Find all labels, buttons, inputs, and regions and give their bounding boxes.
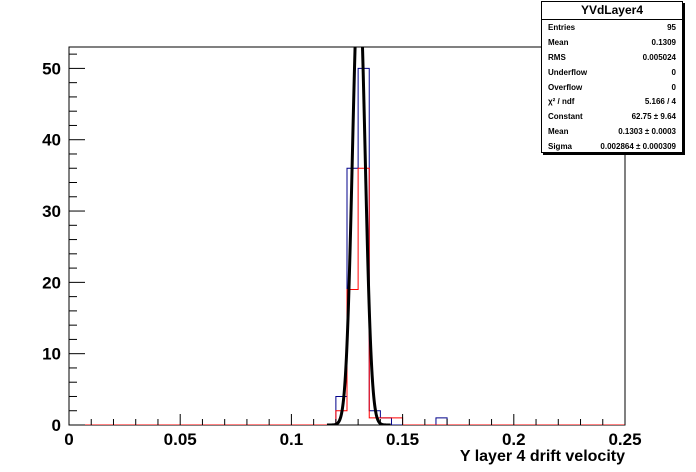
stats-row-constant: Constant 62.75 ± 9.64 bbox=[542, 109, 682, 124]
stats-title: YVdLayer4 bbox=[542, 2, 682, 20]
y-tick-label: 40 bbox=[42, 131, 61, 150]
y-tick-label: 30 bbox=[42, 202, 61, 221]
stats-label: Sigma bbox=[548, 142, 573, 152]
gaussian-fit-curve bbox=[326, 47, 391, 425]
stats-value: 0 bbox=[671, 82, 676, 92]
y-tick-label: 20 bbox=[42, 273, 61, 292]
histogram-series-1 bbox=[69, 167, 625, 425]
y-tick-label: 0 bbox=[52, 416, 61, 435]
stats-label: χ² / ndf bbox=[548, 97, 575, 107]
fit-layer bbox=[326, 47, 391, 425]
stats-value: 95 bbox=[667, 22, 676, 32]
x-tick-label: 0.1 bbox=[280, 430, 304, 449]
y-tick-label: 10 bbox=[42, 345, 61, 364]
histogram-layer bbox=[69, 67, 625, 425]
stats-row-overflow: Overflow 0 bbox=[542, 80, 682, 95]
stats-label: Constant bbox=[548, 112, 583, 122]
stats-label: Underflow bbox=[548, 67, 588, 77]
stats-label: Mean bbox=[548, 37, 569, 47]
stats-label: Overflow bbox=[548, 82, 583, 92]
stats-value: 0.1309 bbox=[651, 37, 676, 47]
x-tick-label: 0 bbox=[64, 430, 73, 449]
stats-row-entries: Entries 95 bbox=[542, 20, 682, 35]
stats-value: 5.166 / 4 bbox=[644, 97, 676, 107]
histogram-series-0 bbox=[69, 67, 625, 425]
x-tick-label: 0.2 bbox=[502, 430, 526, 449]
stats-label: Mean bbox=[548, 127, 569, 137]
stats-row-sigma: Sigma 0.002864 ± 0.000309 bbox=[542, 139, 682, 154]
stats-row-rms: RMS 0.005024 bbox=[542, 50, 682, 65]
x-tick-label: 0.15 bbox=[386, 430, 419, 449]
stats-row-chi2-ndf: χ² / ndf 5.166 / 4 bbox=[542, 94, 682, 109]
x-axis-title: Y layer 4 drift velocity bbox=[460, 448, 625, 465]
stats-value: 0.1303 ± 0.0003 bbox=[618, 127, 676, 137]
stats-rows: Entries 95 Mean 0.1309 RMS 0.005024 Unde… bbox=[542, 20, 682, 154]
y-tick-label: 50 bbox=[42, 59, 61, 78]
stats-value: 0 bbox=[671, 67, 676, 77]
x-tick-label: 0.05 bbox=[164, 430, 197, 449]
stats-row-mean: Mean 0.1309 bbox=[542, 35, 682, 50]
stats-label: Entries bbox=[548, 22, 576, 32]
axis-layer: 0 0.05 0.1 0.15 0.2 0.25 0 10 20 30 40 50 bbox=[42, 53, 642, 449]
plot-frame bbox=[68, 46, 626, 426]
stats-row-underflow: Underflow 0 bbox=[542, 65, 682, 80]
stats-label: RMS bbox=[548, 52, 566, 62]
stats-box: YVdLayer4 Entries 95 Mean 0.1309 RMS 0.0… bbox=[541, 1, 683, 153]
stats-row-fit-mean: Mean 0.1303 ± 0.0003 bbox=[542, 124, 682, 139]
stats-value: 62.75 ± 9.64 bbox=[631, 112, 676, 122]
stats-value: 0.005024 bbox=[642, 52, 676, 62]
stats-value: 0.002864 ± 0.000309 bbox=[600, 142, 676, 152]
x-tick-label: 0.25 bbox=[608, 430, 641, 449]
